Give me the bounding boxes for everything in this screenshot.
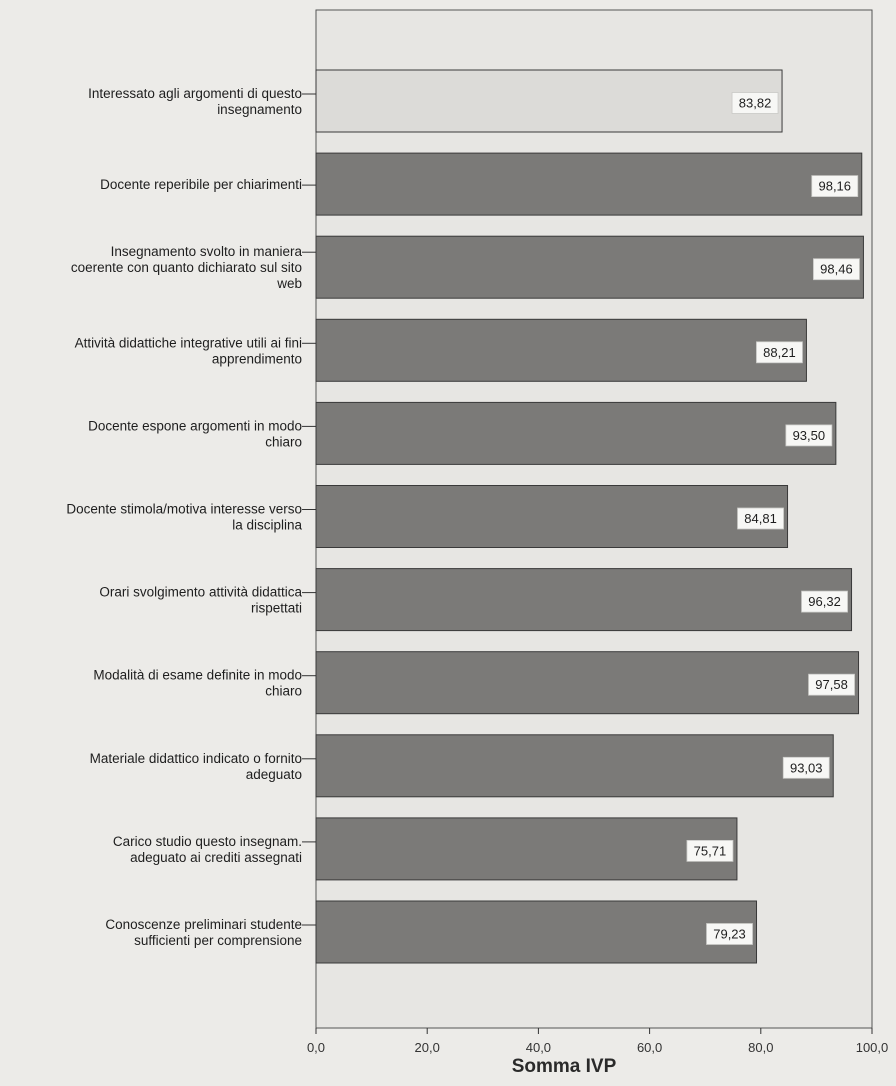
value-label: 93,03 <box>790 760 823 775</box>
x-tick-label: 60,0 <box>637 1040 662 1055</box>
category-label: Docente espone argomenti in modo chiaro <box>88 418 302 449</box>
bar <box>315 401 837 465</box>
value-label-box <box>811 175 859 198</box>
x-tick-label: 100,0 <box>856 1040 889 1055</box>
category-label: Docente reperibile per chiarimenti <box>100 177 302 192</box>
value-label-box <box>782 756 830 779</box>
value-label-box <box>737 507 784 530</box>
value-label-box <box>731 92 779 114</box>
value-label-box <box>706 923 753 945</box>
value-label: 98,46 <box>820 262 853 277</box>
x-axis-title: Somma IVP <box>512 1056 617 1077</box>
bar <box>315 651 860 715</box>
value-label: 98,16 <box>818 179 851 194</box>
value-label-box <box>686 840 734 862</box>
category-label: Materiale didattico indicato o fornito ad… <box>90 751 302 782</box>
bar <box>315 485 789 548</box>
value-label: 96,32 <box>808 594 841 609</box>
category-label: Attività didattiche integrative utili ai… <box>75 335 302 366</box>
value-label-box <box>813 258 860 281</box>
value-label: 75,71 <box>694 843 727 858</box>
value-label: 84,81 <box>744 511 777 526</box>
bar <box>315 318 807 382</box>
x-tick-label: 80,0 <box>748 1040 773 1055</box>
value-label: 79,23 <box>713 927 746 942</box>
bar <box>315 900 758 964</box>
value-label: 93,50 <box>793 428 826 443</box>
bar <box>315 734 834 798</box>
category-label: Carico studio questo insegnam. adeguato a… <box>113 834 302 865</box>
value-label: 97,58 <box>815 677 848 692</box>
bar <box>315 817 738 881</box>
x-tick-label: 0,0 <box>307 1040 325 1055</box>
value-label: 88,21 <box>763 345 796 360</box>
category-label: Modalità di esame definite in modo chiaro <box>93 668 302 699</box>
bar <box>315 69 783 133</box>
value-label-box <box>756 341 803 364</box>
value-label-box <box>785 424 833 447</box>
x-axis: 0,0 20,0 40,0 60,0 80,0 100,0 <box>307 1028 888 1055</box>
category-labels-layer: Interessato agli argomenti di questo inse… <box>66 86 316 948</box>
x-tick-label: 20,0 <box>415 1040 440 1055</box>
value-label: 83,82 <box>739 96 772 111</box>
category-label: Conoscenze preliminari studente sufficien… <box>105 917 302 948</box>
bars-layer: 83,82 98,16 98,46 88,21 93,50 84,81 96,32 97,58… <box>315 69 864 964</box>
category-label: Orari svolgimento attività didattica risp… <box>99 585 302 616</box>
category-label: Insegnamento svolto in maniera coerente c… <box>71 244 303 291</box>
value-label-box <box>801 590 848 613</box>
x-tick-label: 40,0 <box>526 1040 551 1055</box>
bar <box>315 568 853 632</box>
value-label-box <box>808 673 855 696</box>
bar <box>315 235 864 299</box>
bar <box>315 152 863 216</box>
category-label: Docente stimola/motiva interesse verso la… <box>66 502 302 533</box>
category-label: Interessato agli argomenti di questo inse… <box>88 86 302 117</box>
